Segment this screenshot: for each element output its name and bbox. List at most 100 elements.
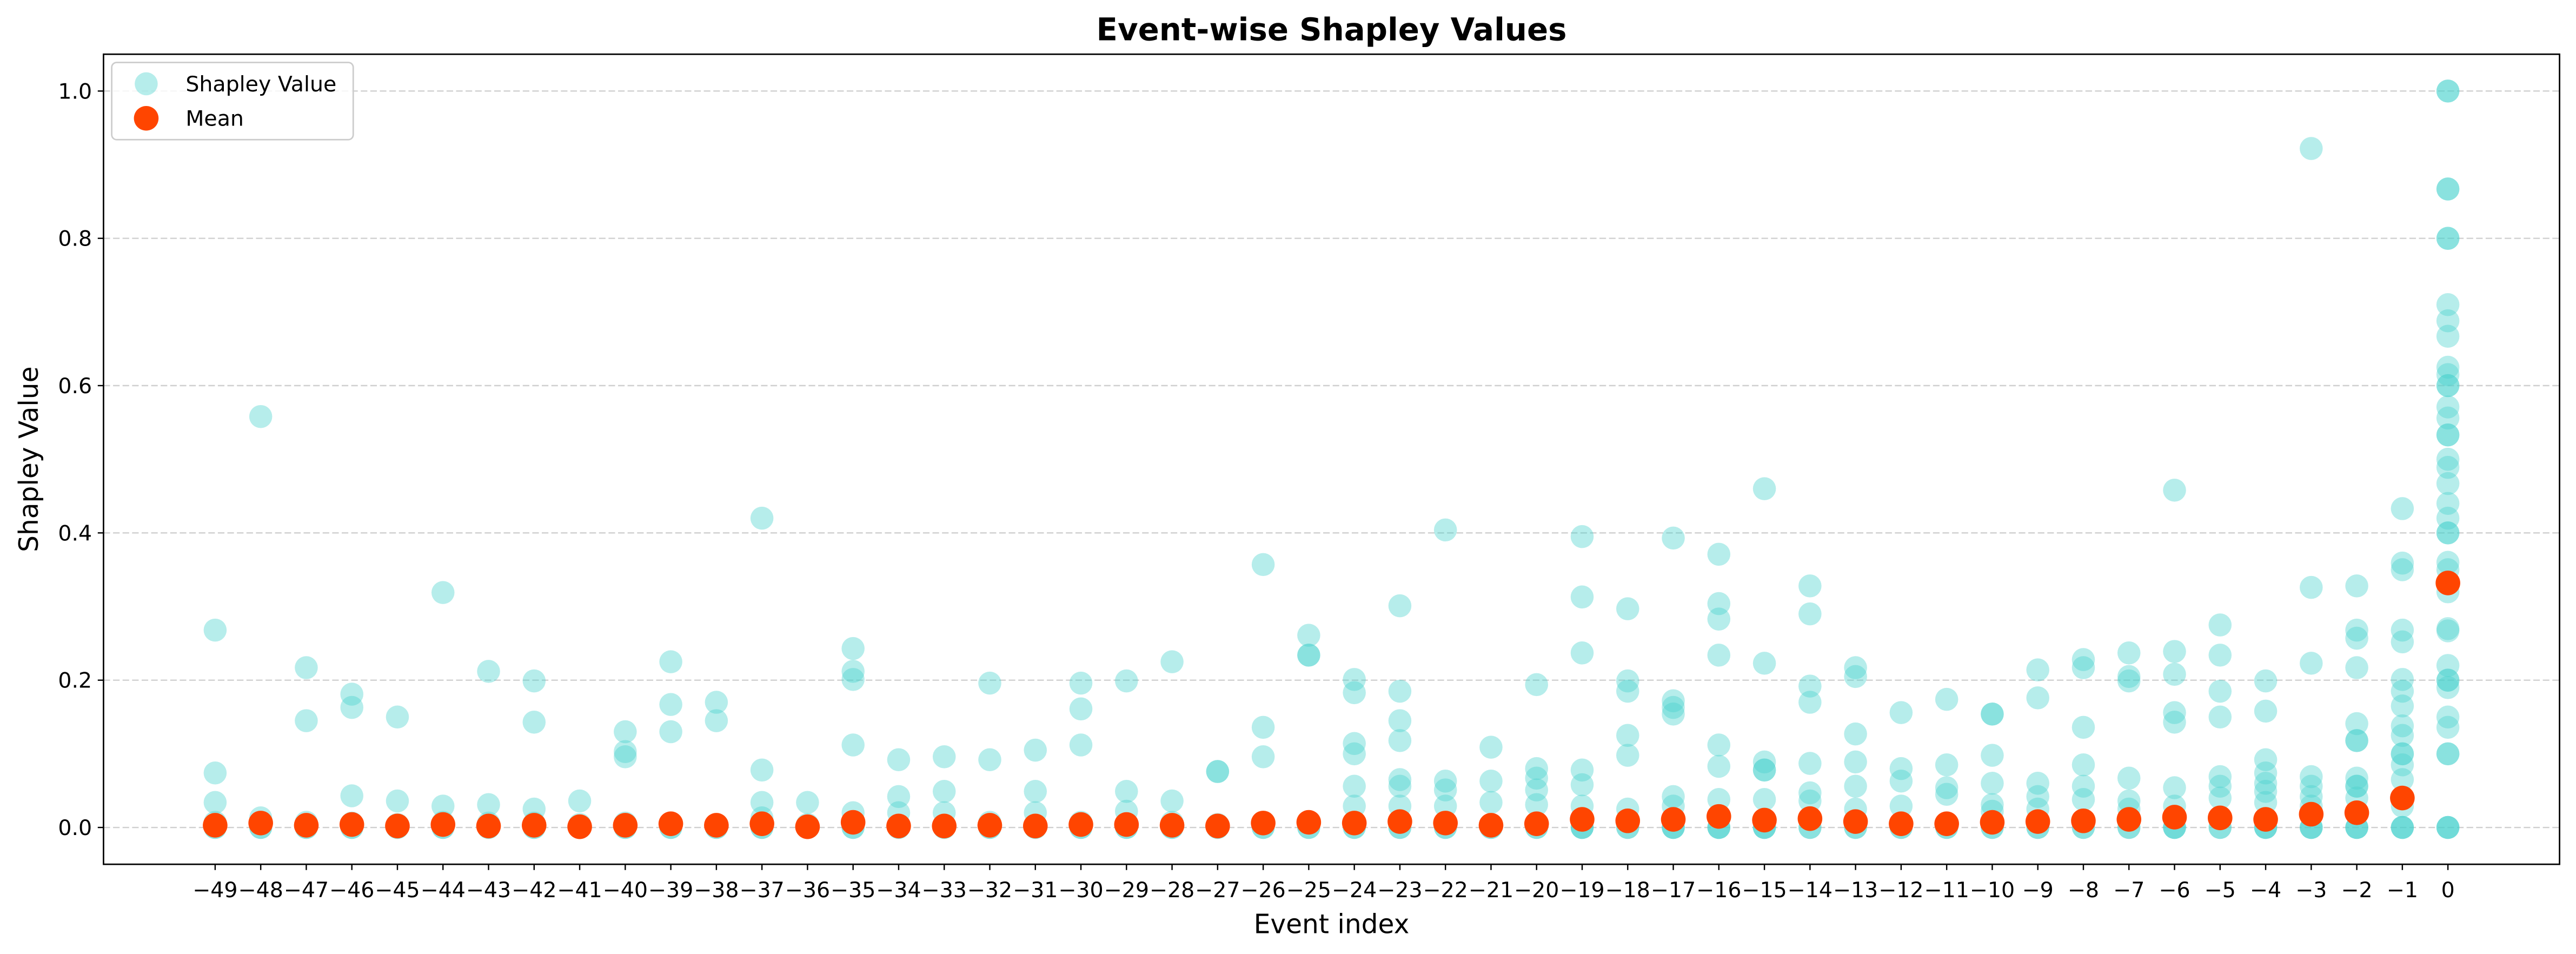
y-tick-label: 0.6	[58, 374, 92, 399]
shapley-value-point	[1525, 793, 1548, 817]
shapley-value-point	[2026, 658, 2049, 681]
mean-point	[1296, 810, 1322, 835]
x-tick-label: −36	[785, 878, 830, 903]
x-tick-label: −23	[1377, 878, 1422, 903]
shapley-value-point	[2436, 521, 2460, 545]
shapley-value-point	[887, 785, 911, 809]
shapley-value-point	[2117, 665, 2141, 688]
shapley-value-point	[2436, 816, 2460, 839]
shapley-value-point	[1889, 769, 1913, 793]
mean-point	[1797, 806, 1823, 831]
shapley-value-point	[2345, 626, 2368, 650]
mean-point	[795, 814, 820, 839]
shapley-value-point	[477, 793, 500, 817]
chart-title: Event-wise Shapley Values	[1097, 11, 1567, 48]
x-tick-label: −45	[375, 878, 420, 903]
shapley-value-point	[2345, 766, 2368, 790]
shapley-value-point	[1343, 681, 1366, 705]
shapley-value-point	[522, 711, 546, 734]
shapley-value-point	[1115, 780, 1138, 803]
shapley-value-point	[2345, 774, 2368, 798]
shapley-value-point	[841, 637, 865, 660]
shapley-value-point	[1752, 750, 1776, 774]
shapley-value-point	[1707, 733, 1731, 757]
shapley-value-point	[1707, 542, 1731, 566]
shapley-value-point	[1388, 774, 1412, 798]
mean-point	[1843, 809, 1868, 834]
shapley-value-point	[2436, 363, 2460, 386]
shapley-value-point	[1935, 783, 1958, 806]
shapley-value-point	[2072, 648, 2095, 671]
shapley-value-point	[1844, 665, 1867, 688]
shapley-value-point	[2254, 761, 2278, 785]
mean-point	[1980, 810, 2005, 835]
x-tick-label: −24	[1332, 878, 1377, 903]
y-axis-label: Shapley Value	[14, 366, 44, 552]
shapley-value-point	[1479, 736, 1503, 759]
shapley-value-point	[1707, 788, 1731, 811]
shapley-value-point	[1297, 644, 1320, 667]
shapley-value-point	[1343, 742, 1366, 766]
y-tick-label: 0.2	[58, 668, 92, 693]
shapley-value-point	[2436, 816, 2460, 839]
x-tick-label: −38	[694, 878, 739, 903]
mean-point	[339, 812, 364, 837]
x-tick-label: 0	[2441, 878, 2455, 903]
shapley-value-point	[2117, 641, 2141, 665]
shapley-value-point	[2391, 714, 2414, 738]
mean-point	[1068, 812, 1093, 837]
shapley-value-point	[2391, 768, 2414, 791]
shapley-value-point	[2391, 816, 2414, 839]
mean-point	[476, 813, 501, 839]
shapley-value-point	[1981, 703, 2004, 726]
x-tick-label: −21	[1469, 878, 1513, 903]
shapley-value-point	[1206, 760, 1230, 783]
shapley-value-point	[841, 668, 865, 691]
shapley-value-point	[2300, 575, 2323, 599]
shapley-value-point	[203, 791, 227, 814]
mean-points	[203, 571, 2460, 839]
shapley-value-point	[2254, 780, 2278, 803]
shapley-value-point	[2436, 80, 2460, 103]
x-axis: −49 −48 −47 −46 −45 −44 −43 −42 −41 −40 −39 −38 −37−…	[192, 864, 2455, 903]
shapley-value-point	[2345, 774, 2368, 798]
shapley-value-point	[1525, 673, 1548, 697]
mean-point	[749, 811, 774, 837]
shapley-value-point	[2436, 177, 2460, 201]
shapley-value-point	[1981, 793, 2004, 817]
shapley-value-point	[1570, 525, 1594, 548]
shapley-value-point	[1707, 607, 1731, 631]
shapley-value-point	[2300, 137, 2323, 160]
shapley-value-point	[1662, 785, 1685, 809]
shapley-value-point	[1662, 703, 1685, 726]
mean-point	[1707, 804, 1731, 829]
shapley-value-point	[2436, 423, 2460, 447]
shapley-value-point	[2300, 765, 2323, 789]
shapley-value-point	[2436, 816, 2460, 839]
x-tick-label: −9	[2022, 878, 2054, 903]
mean-point	[658, 811, 683, 837]
mean-point	[840, 810, 866, 835]
shapley-value-point	[2300, 785, 2323, 809]
x-tick-label: −33	[922, 878, 967, 903]
mean-point	[1615, 808, 1641, 833]
shapley-value-point	[1388, 709, 1412, 732]
shapley-value-point	[750, 506, 774, 530]
mean-point	[2344, 800, 2369, 825]
x-tick-label: −22	[1423, 878, 1468, 903]
shapley-value-point	[295, 709, 318, 732]
shapley-value-point	[2300, 652, 2323, 675]
x-tick-label: −3	[2295, 878, 2327, 903]
shapley-value-point	[1115, 669, 1138, 693]
x-tick-label: −17	[1651, 878, 1696, 903]
shapley-value-point	[1570, 773, 1594, 797]
x-tick-label: −15	[1742, 878, 1787, 903]
shapley-value-point	[1798, 781, 1822, 805]
x-tick-label: −25	[1286, 878, 1331, 903]
x-tick-label: −14	[1788, 878, 1833, 903]
shapley-value-point	[1844, 656, 1867, 679]
shapley-value-point	[1616, 669, 1639, 693]
mean-point	[1433, 811, 1458, 836]
shapley-value-point	[2345, 712, 2368, 736]
shapley-value-point	[431, 794, 455, 818]
